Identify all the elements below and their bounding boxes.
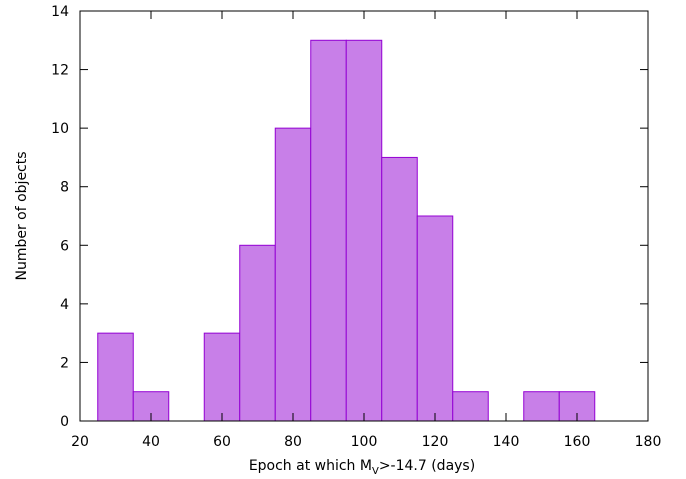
x-tick-label-7: 160 [564,434,591,450]
histogram-bar-7 [345,39,383,422]
x-axis-label-subscript: V [372,466,379,477]
tick-labels-group: 20 40 60 80 100 120 140 160 180 0 2 4 6 8 10 12 14 [51,4,661,450]
x-tick-label-0: 20 [71,434,89,450]
x-axis-label-prefix: Epoch at which M [249,458,372,474]
histogram-bar-10 [452,391,489,422]
y-tick-label-2: 4 [60,297,69,313]
x-axis-label: Epoch at which MV>-14.7 (days) [249,458,475,477]
bars-group [97,39,596,422]
histogram-bar-9 [416,215,454,422]
histogram-bar-4 [239,244,276,422]
histogram-bar-3 [203,332,241,422]
histogram-bar-0 [97,332,134,422]
histogram-bar-12 [523,391,560,422]
x-tick-label-5: 120 [422,434,449,450]
y-tick-label-5: 10 [51,121,69,137]
ticks-group [79,10,649,422]
x-tick-label-8: 180 [635,434,662,450]
histogram-bar-8 [381,156,418,422]
x-axis-label-suffix: >-14.7 (days) [379,458,475,474]
y-tick-label-1: 2 [60,355,69,371]
y-tick-label-0: 0 [60,414,69,430]
x-tick-label-2: 60 [213,434,231,450]
y-tick-label-7: 14 [51,4,69,20]
histogram-bar-5 [274,127,312,422]
y-tick-label-4: 8 [60,180,69,196]
y-axis-label: Number of objects [14,151,30,280]
x-tick-label-6: 140 [493,434,520,450]
y-tick-label-6: 12 [51,63,69,79]
x-tick-label-3: 80 [284,434,302,450]
histogram-bar-6 [310,39,347,422]
y-tick-label-3: 6 [60,238,69,254]
x-tick-label-4: 100 [351,434,378,450]
x-tick-label-1: 40 [142,434,160,450]
